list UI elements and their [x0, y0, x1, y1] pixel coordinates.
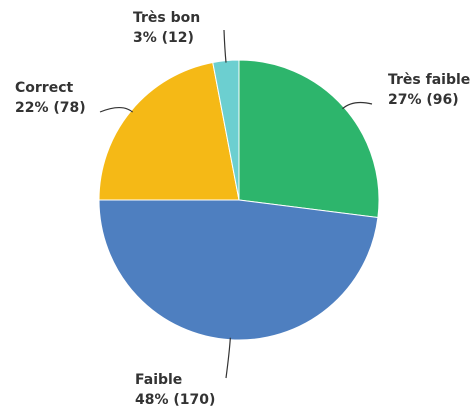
leader-line — [342, 101, 373, 110]
slice-value-label: 48% (170) — [135, 392, 215, 408]
leader-line — [99, 106, 134, 113]
pie-slice — [238, 59, 380, 219]
slice-label: Très bon — [133, 10, 200, 26]
slice-value-label: 3% (12) — [133, 30, 194, 46]
pie-slice — [98, 199, 379, 341]
slice-label: Faible — [135, 372, 182, 388]
slice-label: Correct — [15, 80, 73, 96]
leader-line — [223, 29, 227, 63]
slice-value-label: 27% (96) — [388, 92, 459, 108]
leader-line — [225, 337, 231, 379]
slice-value-label: 22% (78) — [15, 100, 86, 116]
slice-label: Très faible — [388, 72, 470, 88]
